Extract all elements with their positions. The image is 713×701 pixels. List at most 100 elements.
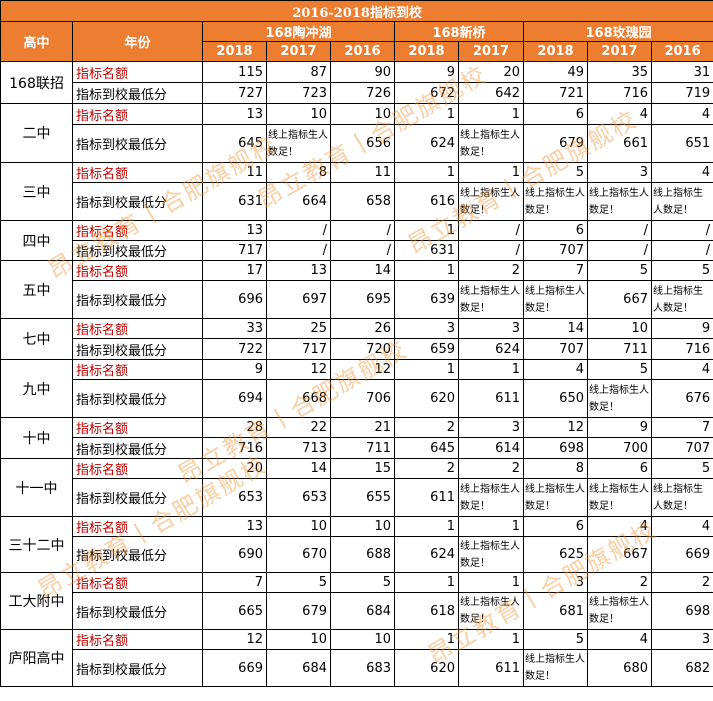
min-score-cell: 667 — [587, 280, 652, 319]
table-row: 指标到校最低分 716 713 711 645 614 698 700 707 — [1, 437, 713, 459]
school-name: 庐阳高中 — [0, 629, 73, 687]
quota-cell: 6 — [523, 220, 588, 241]
min-score-cell: 719 — [650, 82, 713, 104]
min-score-cell: 669 — [202, 649, 267, 687]
min-score-cell: 653 — [266, 478, 331, 517]
quota-cell: 26 — [330, 318, 395, 339]
quota-cell: 12 — [523, 417, 588, 438]
min-score-cell: 683 — [330, 649, 395, 687]
note-cell: 线上指标生人数足！ — [458, 182, 524, 221]
quota-cell: 1 — [394, 260, 459, 281]
quota-cell: 2 — [394, 458, 459, 479]
group-header-taochonghu: 168陶冲湖 — [202, 21, 395, 42]
quota-cell: 1 — [394, 572, 459, 593]
school-name: 工大附中 — [0, 572, 73, 630]
table-row: 指标到校最低分 631 664 658 616 线上指标生人数足！ 线上指标生人数足！ 线上指… — [1, 182, 713, 221]
quota-cell: 10 — [266, 516, 331, 537]
table-row: 指标到校最低分 665 679 684 618 线上指标生人数足！ 681 线上指标生人数足！… — [1, 592, 713, 630]
quota-cell: 2 — [394, 417, 459, 438]
year-header: 2018 — [394, 41, 459, 62]
quota-cell: 4 — [523, 359, 588, 380]
table-row: 庐阳高中 指标名额 12 10 10 1 1 5 4 3 — [0, 629, 713, 687]
quota-cell: / — [266, 220, 331, 241]
table-row: 指标到校最低分 694 668 706 620 611 650 线上指标生人数足！ 676 — [1, 379, 713, 418]
note-cell: 线上指标生人数足！ — [587, 592, 652, 630]
min-score-cell: 645 — [394, 437, 459, 459]
min-score-cell: 664 — [266, 182, 331, 221]
min-score-cell: 717 — [266, 338, 331, 360]
quota-cell: 7 — [202, 572, 267, 593]
min-score-row-label: 指标到校最低分 — [72, 240, 203, 261]
quota-row-label: 指标名额 — [72, 629, 203, 650]
min-score-cell: 631 — [202, 182, 267, 221]
min-score-cell: 670 — [266, 536, 331, 573]
note-cell: 线上指标生人数足！ — [458, 124, 524, 163]
note-cell: 线上指标生人数足！ — [523, 182, 588, 221]
quota-cell: 5 — [266, 572, 331, 593]
quota-cell: 4 — [650, 359, 713, 380]
min-score-cell: 706 — [330, 379, 395, 418]
note-cell: 线上指标生人数足！ — [650, 478, 713, 517]
quota-cell: 9 — [394, 61, 459, 83]
quota-cell: 12 — [202, 629, 267, 650]
school-column-header: 高中 — [0, 21, 73, 62]
min-score-cell: 611 — [394, 478, 459, 517]
note-cell: 线上指标生人数足！ — [650, 182, 713, 221]
min-score-cell: 696 — [202, 280, 267, 319]
year-column-header: 年份 — [72, 21, 203, 62]
table-row: 指标到校最低分 696 697 695 639 线上指标生人数足！ 线上指标生人数足！ 667… — [1, 280, 713, 319]
school-name: 三十二中 — [0, 516, 73, 573]
quota-cell: 1 — [458, 629, 524, 650]
min-score-cell: 721 — [523, 82, 588, 104]
quota-cell: 5 — [587, 260, 652, 281]
quota-cell: 8 — [266, 162, 331, 183]
group-header-meiguiyuan: 168玫瑰园 — [522, 21, 713, 42]
table-row: 十一中 指标名额 20 14 15 2 2 8 6 5 — [0, 458, 713, 517]
quota-cell: 20 — [458, 61, 524, 83]
school-name: 七中 — [0, 318, 73, 360]
year-header: 2016 — [650, 41, 713, 62]
min-score-cell: 645 — [202, 124, 267, 163]
min-score-row-label: 指标到校最低分 — [72, 182, 203, 221]
table-row: 七中 指标名额 33 25 26 3 3 14 10 9 — [0, 318, 713, 360]
table-row: 二中 指标名额 13 10 10 1 1 6 4 4 — [0, 103, 713, 163]
table-row: 指标到校最低分 727 723 726 672 642 721 716 719 — [1, 82, 713, 104]
quota-cell: 10 — [266, 103, 331, 125]
quota-cell: 3 — [523, 572, 588, 593]
year-header: 2018 — [202, 41, 267, 62]
quota-cell: 20 — [202, 458, 267, 479]
min-score-cell: 707 — [650, 437, 713, 459]
quota-cell: 1 — [394, 629, 459, 650]
min-score-cell: 655 — [330, 478, 395, 517]
quota-cell: 22 — [266, 417, 331, 438]
quota-cell: 2 — [587, 572, 652, 593]
quota-row-label: 指标名额 — [72, 458, 203, 479]
quota-cell: 2 — [458, 458, 524, 479]
quota-row-label: 指标名额 — [72, 260, 203, 281]
min-score-cell: 656 — [330, 124, 395, 163]
min-score-cell: 672 — [394, 82, 459, 104]
note-cell: 线上指标生人数足！ — [458, 536, 524, 573]
quota-cell: 115 — [202, 61, 267, 83]
year-header: 2017 — [266, 41, 331, 62]
quota-cell: 1 — [394, 220, 459, 241]
quota-cell: 9 — [202, 359, 267, 380]
quota-cell: 5 — [330, 572, 395, 593]
quota-cell: 5 — [650, 458, 713, 479]
school-name: 三中 — [0, 162, 73, 221]
note-cell: 线上指标生人数足！ — [458, 280, 524, 319]
quota-cell: 9 — [650, 318, 713, 339]
min-score-cell: 611 — [458, 379, 524, 418]
table-row: 三中 指标名额 11 8 11 1 1 5 3 4 — [0, 162, 713, 221]
quota-cell: 33 — [202, 318, 267, 339]
quota-row-label: 指标名额 — [72, 61, 203, 83]
quota-cell: 1 — [458, 103, 524, 125]
note-cell: 线上指标生人数足！ — [650, 280, 713, 319]
min-score-cell: 697 — [266, 280, 331, 319]
quota-cell: 10 — [330, 103, 395, 125]
quota-cell: 17 — [202, 260, 267, 281]
quota-cell: 31 — [650, 61, 713, 83]
min-score-row-label: 指标到校最低分 — [72, 338, 203, 360]
quota-row-label: 指标名额 — [72, 318, 203, 339]
